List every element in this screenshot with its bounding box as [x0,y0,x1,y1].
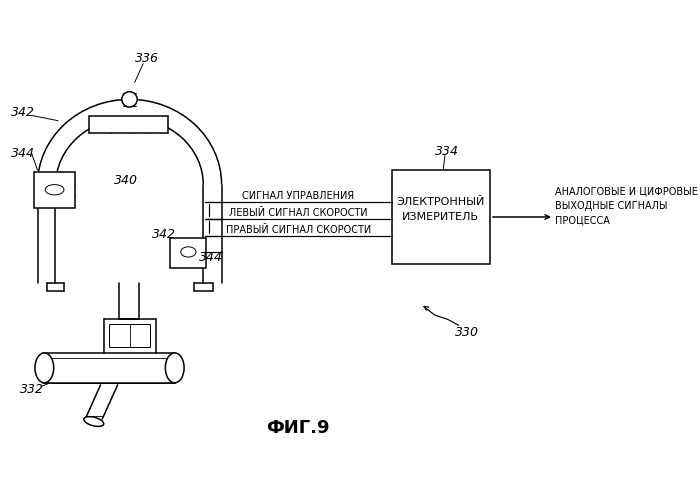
Text: ПРАВЫЙ СИГНАЛ СКОРОСТИ: ПРАВЫЙ СИГНАЛ СКОРОСТИ [225,225,371,235]
Text: ФИГ.9: ФИГ.9 [267,419,330,436]
Bar [109,324,150,348]
Text: ИЗМЕРИТЕЛЬ: ИЗМЕРИТЕЛЬ [402,212,479,222]
Text: ЭЛЕКТРОННЫЙ: ЭЛЕКТРОННЫЙ [396,197,485,207]
Ellipse shape [181,247,196,257]
Text: 334: 334 [435,145,459,158]
Text: 340: 340 [114,174,138,187]
Ellipse shape [35,353,54,383]
Text: 344: 344 [11,146,35,159]
Text: ВЫХОДНЫЕ СИГНАЛЫ: ВЫХОДНЫЕ СИГНАЛЫ [555,201,667,211]
Bar [392,170,490,264]
Ellipse shape [165,353,184,383]
Ellipse shape [84,417,104,426]
Ellipse shape [122,92,137,107]
Text: 344: 344 [199,251,223,264]
Bar [90,117,168,133]
Bar [34,172,75,208]
Text: ПРОЦЕССА: ПРОЦЕССА [555,216,610,226]
Text: СИГНАЛ УПРАВЛЕНИЯ: СИГНАЛ УПРАВЛЕНИЯ [242,191,354,201]
Text: 330: 330 [455,325,479,338]
Text: 342: 342 [11,106,35,119]
Text: ЛЕВЫЙ СИГНАЛ СКОРОСТИ: ЛЕВЫЙ СИГНАЛ СКОРОСТИ [229,208,368,218]
Bar [171,238,206,268]
Text: 332: 332 [20,383,44,396]
Text: 336: 336 [135,52,160,65]
Text: 342: 342 [152,228,176,240]
Text: АНАЛОГОВЫЕ И ЦИФРОВЫЕ: АНАЛОГОВЫЕ И ЦИФРОВЫЕ [555,186,698,196]
Ellipse shape [46,185,64,195]
Bar [43,353,175,383]
